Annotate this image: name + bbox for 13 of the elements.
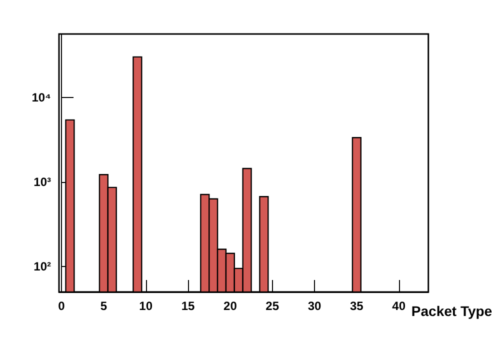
x-tick-label: 20 — [224, 299, 238, 313]
x-tick-label: 0 — [58, 299, 66, 313]
x-axis-title: Packet Type — [411, 303, 492, 319]
x-tick-label: 5 — [100, 299, 108, 313]
y-tick-label: 10⁴ — [32, 90, 52, 104]
x-tick-label: 25 — [266, 299, 280, 313]
x-tick-label: 10 — [139, 299, 153, 313]
x-tick-label: 30 — [308, 299, 322, 313]
y-tick-label: 10² — [34, 260, 52, 274]
y-tick-label: 10³ — [34, 174, 52, 189]
x-tick-label: 40 — [392, 299, 406, 313]
x-tick-label: 15 — [181, 299, 196, 313]
x-tick-label: 35 — [350, 299, 364, 313]
